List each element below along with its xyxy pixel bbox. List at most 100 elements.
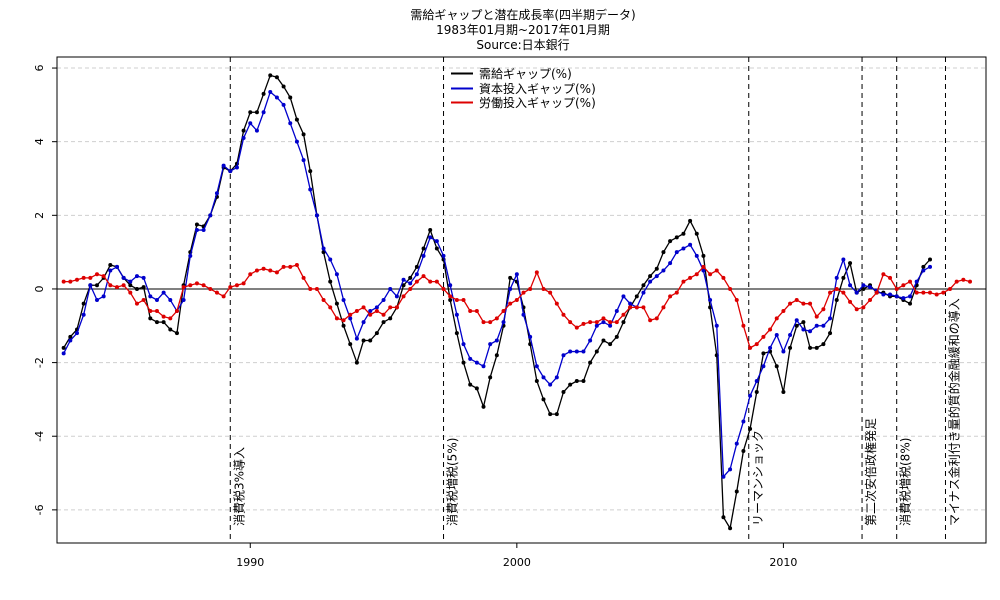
- data-point: [601, 338, 606, 343]
- data-point: [774, 316, 779, 321]
- data-point: [561, 390, 566, 395]
- data-point: [894, 286, 899, 291]
- data-point: [634, 305, 639, 310]
- data-point: [74, 331, 79, 336]
- data-point: [561, 353, 566, 358]
- data-point: [468, 309, 473, 314]
- data-point: [681, 231, 686, 236]
- data-point: [288, 264, 293, 269]
- data-point: [848, 261, 853, 266]
- data-point: [621, 294, 626, 299]
- data-point: [854, 307, 859, 312]
- data-point: [514, 298, 519, 302]
- data-point: [248, 121, 253, 126]
- data-point: [721, 474, 726, 479]
- data-point: [914, 279, 919, 284]
- data-point: [581, 321, 586, 326]
- data-point: [868, 298, 873, 302]
- data-point: [401, 294, 406, 299]
- data-point: [861, 286, 866, 291]
- data-point: [928, 290, 933, 295]
- data-point: [668, 294, 673, 299]
- data-point: [634, 294, 639, 299]
- data-point: [61, 345, 66, 350]
- data-point: [188, 253, 193, 258]
- data-point: [448, 294, 453, 299]
- data-point: [301, 275, 306, 280]
- x-tick-label: 2010: [769, 556, 797, 569]
- data-point: [94, 272, 99, 277]
- data-point: [828, 316, 833, 321]
- data-point: [214, 290, 219, 295]
- data-point: [181, 298, 186, 302]
- data-point: [841, 257, 846, 262]
- data-point: [808, 301, 813, 306]
- data-point: [761, 334, 766, 339]
- data-point: [354, 309, 359, 314]
- data-point: [81, 301, 86, 306]
- data-point: [741, 323, 746, 328]
- data-point: [368, 338, 373, 343]
- data-point: [801, 301, 806, 306]
- data-point: [681, 246, 686, 251]
- data-point: [321, 298, 326, 302]
- data-point: [801, 320, 806, 325]
- data-point: [641, 283, 646, 288]
- data-point: [921, 264, 926, 269]
- data-point: [221, 163, 226, 168]
- y-tick-label: 6: [33, 65, 46, 72]
- data-point: [194, 228, 199, 233]
- data-point: [894, 294, 899, 299]
- data-point: [201, 283, 206, 288]
- data-point: [461, 298, 466, 302]
- data-point: [774, 332, 779, 337]
- data-point: [754, 379, 759, 383]
- data-point: [101, 274, 106, 279]
- data-point: [408, 281, 413, 286]
- event-label: 消費税増税(8%): [898, 438, 913, 526]
- data-point: [381, 298, 386, 302]
- data-point: [848, 299, 853, 304]
- data-point: [961, 277, 966, 282]
- data-point: [341, 318, 346, 323]
- data-point: [688, 218, 693, 223]
- data-point: [541, 286, 546, 291]
- chart-subtitle: 1983年01月期~2017年01月期: [436, 23, 610, 37]
- data-point: [161, 290, 166, 295]
- data-point: [808, 329, 813, 334]
- data-point: [514, 272, 519, 277]
- data-point: [361, 338, 366, 343]
- data-point: [74, 277, 79, 282]
- event-label: 消費税増税(5%): [445, 438, 460, 526]
- data-point: [61, 279, 66, 284]
- data-point: [561, 312, 566, 317]
- x-tick-label: 2000: [503, 556, 531, 569]
- data-point: [154, 309, 159, 314]
- data-point: [914, 290, 919, 295]
- data-point: [854, 290, 859, 295]
- data-point: [948, 286, 953, 291]
- data-point: [161, 314, 166, 319]
- data-point: [288, 121, 293, 126]
- data-point: [348, 312, 353, 317]
- data-point: [708, 298, 713, 302]
- data-point: [594, 323, 599, 328]
- legend-label-capital-gap: 資本投入ギャップ(%): [479, 81, 596, 96]
- data-point: [701, 253, 706, 258]
- y-tick-label: 2: [33, 212, 46, 219]
- data-point: [288, 95, 293, 100]
- plot-frame: [56, 56, 987, 544]
- data-point: [94, 283, 99, 288]
- data-point: [88, 275, 93, 280]
- data-point: [394, 305, 399, 310]
- data-point: [441, 253, 446, 258]
- data-point: [234, 165, 239, 170]
- data-point: [921, 290, 926, 295]
- data-point: [968, 279, 973, 284]
- data-point: [434, 246, 439, 251]
- data-point: [421, 253, 426, 258]
- event-label: リーマンショック: [751, 430, 765, 526]
- chart-title: 需給ギャップと潜在成長率(四半期データ): [410, 7, 635, 22]
- data-point: [174, 331, 179, 336]
